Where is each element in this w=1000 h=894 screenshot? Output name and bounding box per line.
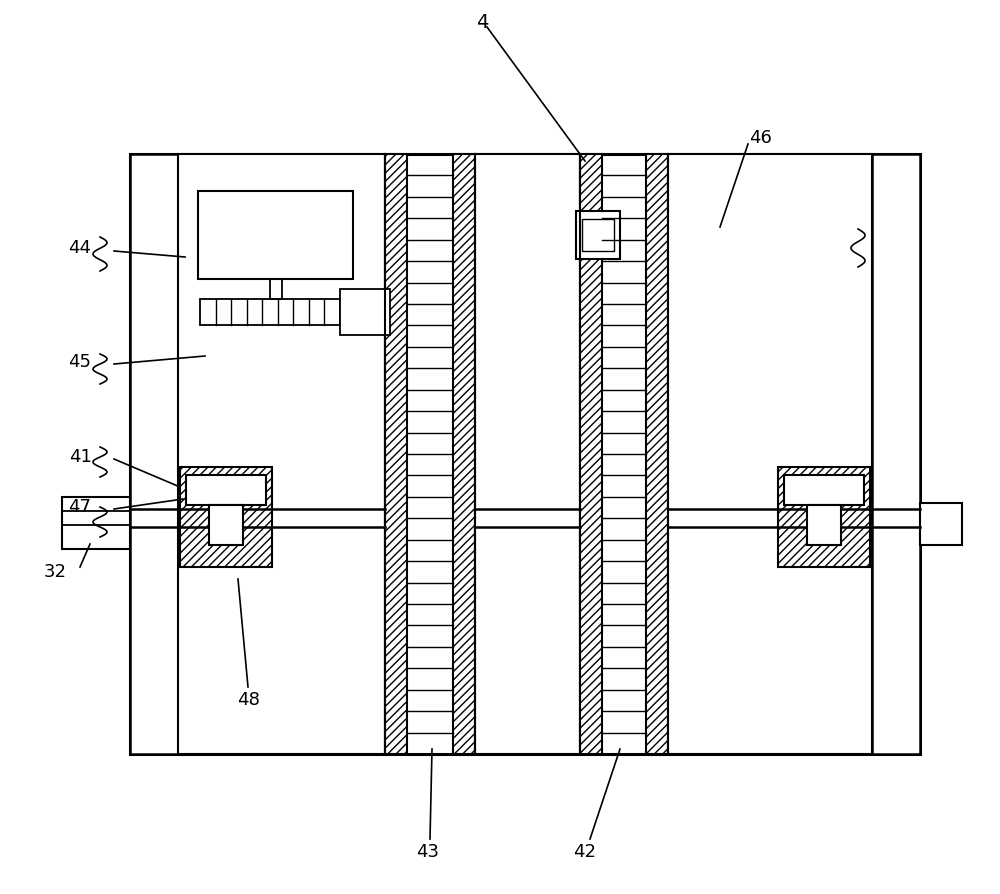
Text: 4: 4 (476, 13, 488, 31)
Bar (778, 468, 870, 568)
Bar (209, 505, 243, 545)
Text: 42: 42 (574, 842, 596, 860)
Bar (385, 155, 407, 755)
Text: 48: 48 (237, 690, 259, 708)
Text: 41: 41 (69, 448, 91, 466)
Bar (807, 505, 841, 545)
Text: 47: 47 (69, 497, 92, 516)
Bar (784, 476, 864, 505)
Bar (920, 503, 962, 545)
Bar (668, 155, 872, 755)
Text: 44: 44 (69, 239, 92, 257)
Bar (130, 155, 920, 755)
Text: 43: 43 (417, 842, 440, 860)
Bar (200, 299, 340, 325)
Text: 45: 45 (69, 352, 92, 371)
Bar (576, 212, 620, 260)
Text: 46: 46 (749, 129, 771, 147)
Bar (872, 155, 920, 755)
Bar (62, 497, 130, 550)
Bar (178, 155, 385, 755)
Text: 32: 32 (44, 562, 67, 580)
Bar (646, 155, 668, 755)
Bar (453, 155, 475, 755)
Bar (180, 468, 272, 568)
Bar (582, 220, 614, 252)
Bar (340, 290, 390, 335)
Bar (580, 155, 602, 755)
Bar (186, 476, 266, 505)
Bar (475, 155, 580, 755)
Bar (198, 192, 353, 280)
Bar (130, 155, 178, 755)
